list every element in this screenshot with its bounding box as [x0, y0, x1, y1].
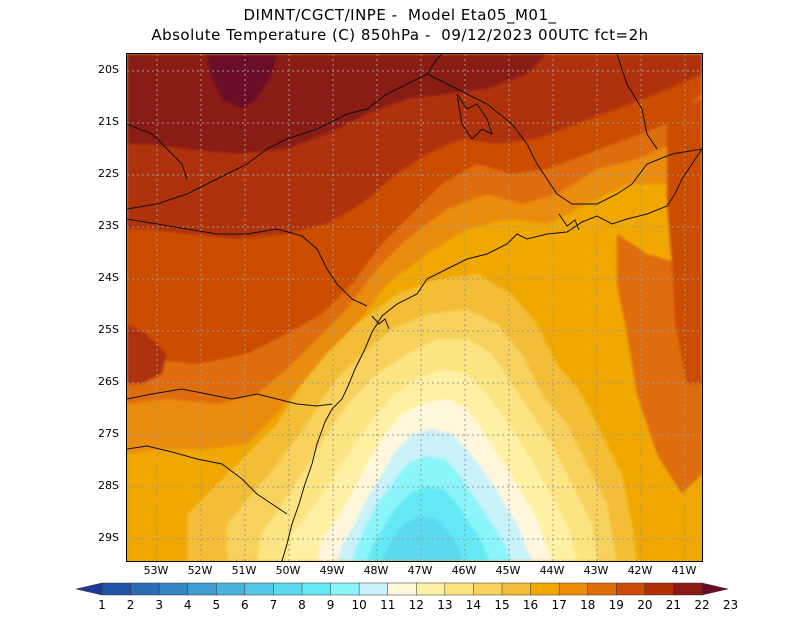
colorbar-swatch-1: [76, 582, 103, 596]
colorbar-label-20: 20: [637, 598, 653, 612]
colorbar-label-5: 5: [212, 598, 221, 612]
coastline: [281, 148, 702, 561]
colorbar-label-4: 4: [183, 598, 192, 612]
state-border-pr-sc: [127, 388, 333, 407]
isoband-23: [207, 54, 277, 109]
state-border-mg-es: [616, 54, 658, 150]
lat-label-25s: 25S: [98, 323, 119, 336]
colorbar-swatch-2: [101, 582, 132, 596]
lon-label-53w: 53W: [143, 564, 169, 577]
colorbar-swatch-20: [616, 582, 646, 596]
lon-label-41w: 41W: [671, 564, 697, 577]
colorbar-label-16: 16: [522, 598, 539, 612]
boundaries: [127, 54, 702, 561]
bay-paranagua: [371, 315, 390, 330]
colorbar-swatch-13: [416, 582, 446, 596]
colorbar-swatch-9: [301, 582, 332, 596]
colorbar-label-8: 8: [298, 598, 306, 612]
lat-label-24s: 24S: [98, 271, 119, 284]
colorbar-swatch-7: [244, 582, 275, 596]
lon-label-44w: 44W: [539, 564, 565, 577]
colorbar-swatch-16: [501, 582, 532, 596]
colorbar-label-12: 12: [408, 598, 424, 612]
lon-label-51w: 51W: [231, 564, 257, 577]
colorbar-swatch-15: [473, 582, 503, 596]
colorbar-label-21: 21: [665, 598, 682, 612]
colorbar-swatch-19: [587, 582, 618, 596]
colorbar-label-18: 18: [580, 598, 596, 612]
colorbar-label-15: 15: [494, 598, 510, 612]
colorbar-label-17: 17: [551, 598, 567, 612]
colorbar-swatch-8: [273, 582, 303, 596]
state-border-mg-rj: [426, 73, 702, 205]
temperature-field: [127, 54, 702, 561]
state-border-sp-mg: [127, 54, 443, 210]
colorbar-swatch-14: [444, 582, 475, 596]
colorbar-swatch-10: [330, 582, 360, 596]
colorbar-swatch-21: [644, 582, 675, 596]
colorbar-swatch-5: [187, 582, 218, 596]
warm-region: [127, 54, 702, 494]
lat-label-28s: 28S: [98, 479, 119, 492]
colorbar-label-7: 7: [269, 598, 278, 612]
colorbar-swatch-23: [701, 582, 728, 596]
lake-furnas: [456, 93, 493, 140]
colorbar-swatch-17: [530, 582, 560, 596]
colorbar-swatch-12: [387, 582, 418, 596]
isoband-20-east: [667, 99, 702, 384]
colorbar-label-10: 10: [351, 598, 367, 612]
graticule: [127, 54, 702, 561]
colorbar-label-13: 13: [437, 598, 453, 612]
lon-label-47w: 47W: [407, 564, 433, 577]
colorbar-label-1: 1: [98, 598, 106, 612]
cool-region: [187, 274, 637, 561]
mato-grosso-border: [127, 123, 188, 180]
state-border-sp-pr: [127, 218, 368, 307]
state-border-sc-rs: [127, 445, 288, 515]
temperature-map: [126, 53, 703, 562]
colorbar-label-9: 9: [326, 598, 335, 612]
lat-label-29s: 29S: [98, 531, 119, 544]
lat-label-21s: 21S: [98, 115, 119, 128]
lat-label-22s: 22S: [98, 167, 119, 180]
lat-label-26s: 26S: [98, 375, 119, 388]
lat-label-23s: 23S: [98, 219, 119, 232]
map-title-line-1: DIMNT/CGCT/INPE - Model Eta05_M01_: [243, 6, 557, 24]
colorbar-swatch-6: [216, 582, 246, 596]
colorbar-label-11: 11: [380, 598, 396, 612]
colorbar-swatch-18: [558, 582, 589, 596]
colorbar-swatch-22: [673, 582, 703, 596]
colorbar: [76, 582, 728, 596]
lon-label-52w: 52W: [187, 564, 213, 577]
lon-label-46w: 46W: [451, 564, 477, 577]
lat-label-20s: 20S: [98, 63, 119, 76]
lon-label-49w: 49W: [319, 564, 345, 577]
lon-label-48w: 48W: [363, 564, 389, 577]
colorbar-label-3: 3: [155, 598, 163, 612]
colorbar-swatch-3: [130, 582, 160, 596]
colorbar-label-22: 22: [694, 598, 710, 612]
lon-label-42w: 42W: [627, 564, 653, 577]
colorbar-swatch-4: [158, 582, 189, 596]
bay-guanabara: [558, 213, 580, 231]
lon-label-50w: 50W: [275, 564, 301, 577]
colorbar-label-14: 14: [465, 598, 482, 612]
map-title-line-2: Absolute Temperature (C) 850hPa - 09/12/…: [151, 26, 649, 44]
lat-label-27s: 27S: [98, 427, 119, 440]
lon-label-45w: 45W: [495, 564, 521, 577]
colorbar-swatch-11: [358, 582, 389, 596]
colorbar-label-19: 19: [608, 598, 624, 612]
lon-label-43w: 43W: [583, 564, 609, 577]
colorbar-label-6: 6: [241, 598, 249, 612]
colorbar-label-2: 2: [126, 598, 135, 612]
colorbar-label-23: 23: [722, 598, 739, 612]
